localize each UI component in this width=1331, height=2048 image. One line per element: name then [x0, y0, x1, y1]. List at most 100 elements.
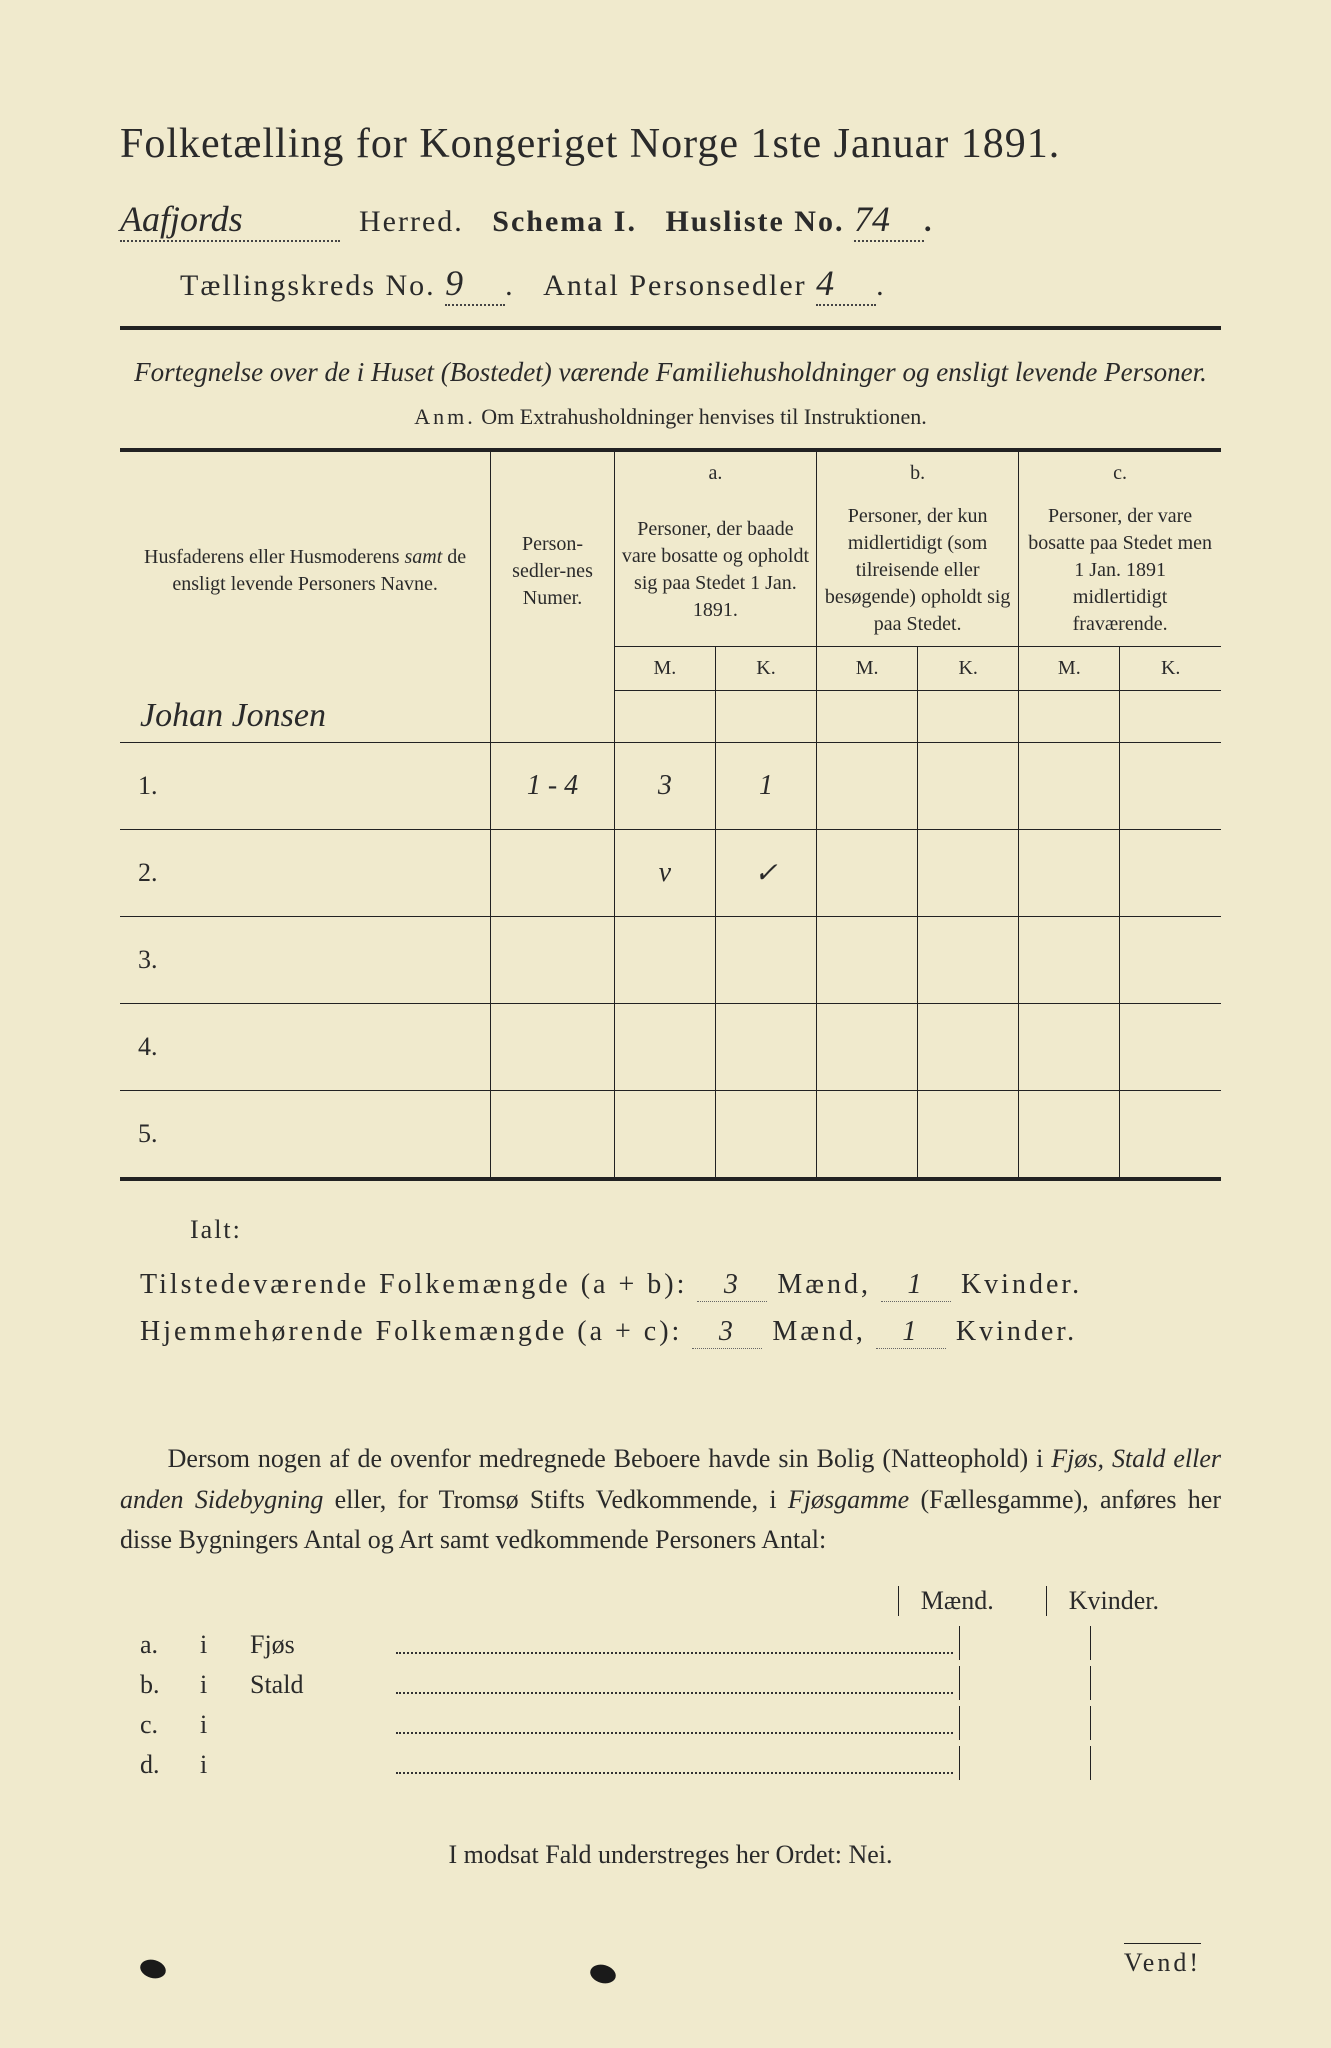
- cell-cm: [1019, 830, 1120, 917]
- cell-bk: [918, 917, 1019, 1004]
- cell-bm: [817, 1091, 918, 1180]
- cell-bm: [817, 743, 918, 830]
- cell-ak: ✓: [715, 830, 816, 917]
- kvinder-label: Kvinder.: [961, 1269, 1082, 1300]
- main-table: Husfaderens eller Husmoderens samt de en…: [120, 448, 1221, 1182]
- table-row: 5.: [120, 1091, 1221, 1180]
- cell-cm: [1019, 1004, 1120, 1091]
- dots: [396, 1771, 953, 1774]
- col-personsedler: Person-sedler-nes Numer.: [491, 450, 615, 691]
- cell-ak: [715, 917, 816, 1004]
- b-name: Stald: [250, 1670, 390, 1700]
- summary-line-1: Tilstedeværende Folkemængde (a + b): 3 M…: [140, 1269, 1221, 1302]
- maend-label: Mænd,: [777, 1269, 871, 1300]
- cell-ak: 1: [715, 743, 816, 830]
- summary-2-m: 3: [692, 1316, 762, 1349]
- b-col-m: [959, 1746, 1090, 1780]
- cell-ck: [1120, 743, 1221, 830]
- cell-ps: [491, 830, 615, 917]
- para-i2: Fjøsgamme: [788, 1485, 909, 1514]
- anm-text: Om Extrahusholdninger henvises til Instr…: [481, 404, 926, 429]
- a-m: M.: [614, 646, 715, 690]
- husliste-no: 74: [854, 198, 924, 242]
- dots: [396, 1731, 953, 1734]
- cell-bk: [918, 743, 1019, 830]
- table-row: 1. 1 - 4 3 1: [120, 743, 1221, 830]
- husliste-label: Husliste No.: [665, 205, 844, 238]
- para-t2: eller, for Tromsø Stifts Vedkommende, i: [323, 1485, 788, 1514]
- census-form-page: Folketælling for Kongeriget Norge 1ste J…: [0, 0, 1331, 2048]
- header-line-3: Tællingskreds No. 9. Antal Personsedler …: [120, 262, 1221, 306]
- c-m: M.: [1019, 646, 1120, 690]
- a-k: K.: [715, 646, 816, 690]
- cell-bm: [817, 830, 918, 917]
- cell-am: [614, 1004, 715, 1091]
- cell-am: v: [614, 830, 715, 917]
- kreds-no: 9: [445, 262, 505, 306]
- table-row: 2. v ✓: [120, 830, 1221, 917]
- head-kvinder: Kvinder.: [1046, 1586, 1181, 1616]
- vend-label: Vend!: [1124, 1943, 1201, 1978]
- maend-label: Mænd,: [772, 1316, 866, 1347]
- cell-am: [614, 917, 715, 1004]
- cell-bm: [817, 1004, 918, 1091]
- cell-ck: [1120, 1091, 1221, 1180]
- summary-1-label: Tilstedeværende Folkemængde (a + b):: [140, 1269, 687, 1300]
- b-col-m: [959, 1706, 1090, 1740]
- col-b-letter: b.: [817, 450, 1019, 495]
- herred-label: Herred.: [359, 205, 464, 238]
- cell-ck: [1120, 1004, 1221, 1091]
- para-t1: Dersom nogen af de ovenfor medregnede Be…: [168, 1444, 1052, 1473]
- cell-bm: [817, 917, 918, 1004]
- row-num: 2.: [120, 830, 491, 917]
- b-col-m: [959, 1666, 1090, 1700]
- cell-ck: [1120, 830, 1221, 917]
- summary-1-m: 3: [697, 1269, 767, 1302]
- dots: [396, 1691, 953, 1694]
- cell-cm: [1019, 1091, 1120, 1180]
- b-i: i: [200, 1710, 250, 1740]
- b-lab: a.: [120, 1630, 200, 1660]
- b-lab: d.: [120, 1750, 200, 1780]
- b-col-m: [959, 1626, 1090, 1660]
- cell-bk: [918, 1091, 1019, 1180]
- kreds-label: Tællingskreds No.: [180, 269, 436, 302]
- col-c-text: Personer, der vare bosatte paa Stedet me…: [1019, 495, 1221, 647]
- cell-ps: [491, 1091, 615, 1180]
- ialt-label: Ialt:: [190, 1215, 1221, 1245]
- buildings-block: Mænd. Kvinder. a. i Fjøs b. i Stald c. i: [120, 1586, 1221, 1780]
- summary-line-2: Hjemmehørende Folkemængde (a + c): 3 Mæn…: [140, 1316, 1221, 1349]
- b-i: i: [200, 1750, 250, 1780]
- summary-1-k: 1: [881, 1269, 951, 1302]
- ink-blot: [588, 1962, 618, 1986]
- b-i: i: [200, 1630, 250, 1660]
- dots: [396, 1651, 953, 1654]
- building-row: a. i Fjøs: [120, 1626, 1221, 1660]
- col-names: Husfaderens eller Husmoderens samt de en…: [120, 450, 491, 691]
- b-lab: b.: [120, 1670, 200, 1700]
- building-row: d. i: [120, 1746, 1221, 1780]
- kvinder-label: Kvinder.: [956, 1316, 1077, 1347]
- summary-2-k: 1: [876, 1316, 946, 1349]
- row-num: 1.: [120, 743, 491, 830]
- name-written: Johan Jonsen: [140, 697, 326, 734]
- building-row: b. i Stald: [120, 1666, 1221, 1700]
- cell-bk: [918, 1004, 1019, 1091]
- cell-ak: [715, 1091, 816, 1180]
- cell-ps: [491, 917, 615, 1004]
- summary-2-label: Hjemmehørende Folkemængde (a + c):: [140, 1316, 682, 1347]
- head-maend: Mænd.: [898, 1586, 1016, 1616]
- cell-ps: 1 - 4: [491, 743, 615, 830]
- b-col-k: [1090, 1746, 1221, 1780]
- col-a-letter: a.: [614, 450, 816, 495]
- b-col-k: [1090, 1626, 1221, 1660]
- row-num: 4.: [120, 1004, 491, 1091]
- building-row: c. i: [120, 1706, 1221, 1740]
- b-name: Fjøs: [250, 1630, 390, 1660]
- cell-am: [614, 1091, 715, 1180]
- cell-am: 3: [614, 743, 715, 830]
- rule-1: [120, 326, 1221, 330]
- table-row: 3.: [120, 917, 1221, 1004]
- table-row: 4.: [120, 1004, 1221, 1091]
- cell-cm: [1019, 917, 1120, 1004]
